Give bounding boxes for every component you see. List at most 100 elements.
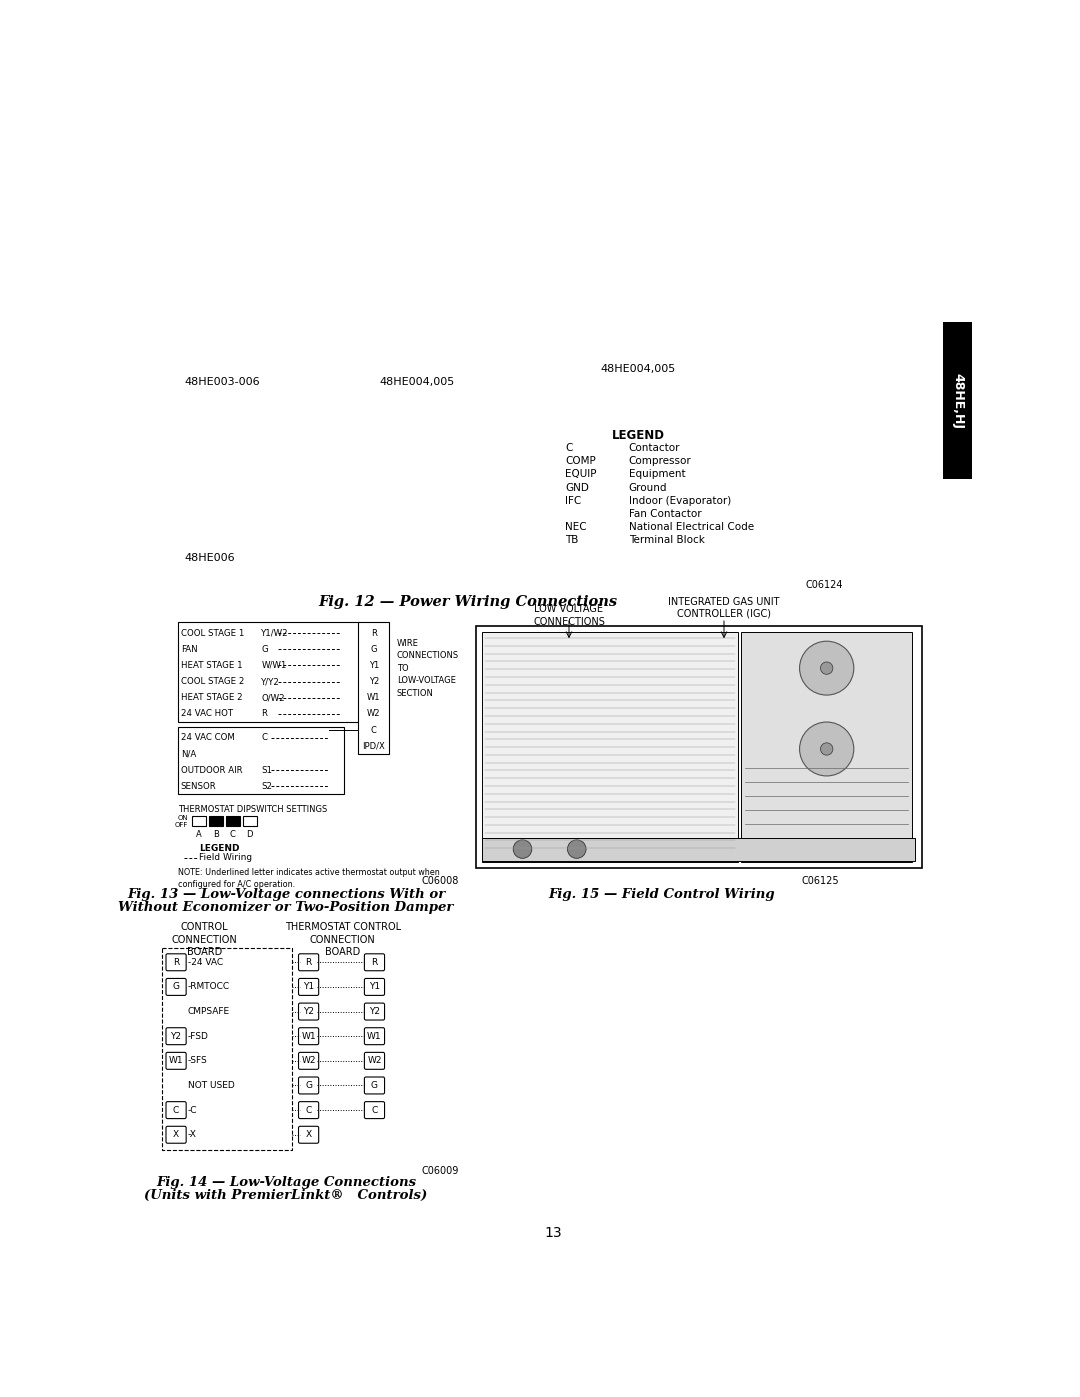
Text: C: C	[306, 1105, 312, 1115]
Text: Y/Y2: Y/Y2	[261, 678, 280, 686]
Text: COOL STAGE 2: COOL STAGE 2	[180, 678, 244, 686]
Text: Equipment: Equipment	[629, 469, 686, 479]
Text: G: G	[261, 645, 268, 654]
Circle shape	[821, 662, 833, 675]
FancyBboxPatch shape	[298, 1102, 319, 1119]
Text: D: D	[246, 830, 253, 838]
Text: 24 VAC HOT: 24 VAC HOT	[180, 710, 233, 718]
Text: Contactor: Contactor	[629, 443, 680, 453]
Text: R: R	[370, 629, 377, 637]
Text: Y2: Y2	[171, 1032, 181, 1041]
Text: C: C	[261, 733, 268, 742]
FancyBboxPatch shape	[364, 1077, 384, 1094]
FancyBboxPatch shape	[166, 954, 186, 971]
Text: LEGEND: LEGEND	[611, 429, 664, 443]
Text: EQUIP: EQUIP	[565, 469, 596, 479]
Text: -FSD: -FSD	[188, 1032, 208, 1041]
Text: W2: W2	[367, 710, 380, 718]
Text: INTEGRATED GAS UNIT
CONTROLLER (IGC): INTEGRATED GAS UNIT CONTROLLER (IGC)	[669, 597, 780, 619]
Text: R: R	[372, 958, 378, 967]
Text: FAN: FAN	[180, 645, 198, 654]
Text: 48HE003-006: 48HE003-006	[185, 377, 260, 387]
Bar	[359, 622, 389, 754]
Bar	[476, 626, 921, 869]
Bar	[226, 816, 240, 826]
Text: A: A	[195, 830, 202, 838]
FancyBboxPatch shape	[166, 1102, 186, 1119]
Circle shape	[821, 743, 833, 756]
Bar	[943, 321, 972, 479]
Circle shape	[799, 641, 854, 696]
Bar	[191, 816, 205, 826]
Text: G: G	[306, 1081, 312, 1090]
FancyBboxPatch shape	[298, 978, 319, 996]
Text: IFC: IFC	[565, 496, 581, 506]
Text: C: C	[565, 443, 572, 453]
Text: C06125: C06125	[801, 876, 839, 886]
Text: ON
OFF: ON OFF	[175, 814, 189, 828]
Text: Ground: Ground	[629, 482, 667, 493]
Circle shape	[513, 840, 531, 858]
Bar	[177, 622, 360, 722]
Bar	[177, 726, 345, 795]
Text: NOTE: Underlined letter indicates active thermostat output when
configured for A: NOTE: Underlined letter indicates active…	[177, 869, 440, 888]
Text: CMPSAFE: CMPSAFE	[188, 1007, 230, 1016]
Text: 13: 13	[544, 1227, 563, 1241]
Text: -SFS: -SFS	[188, 1056, 207, 1066]
Text: X: X	[173, 1130, 179, 1140]
Text: IPD/X: IPD/X	[362, 742, 386, 750]
Text: 48HE006: 48HE006	[185, 553, 235, 563]
Bar	[482, 838, 916, 861]
Text: Indoor (Evaporator): Indoor (Evaporator)	[629, 496, 731, 506]
Text: C06008: C06008	[422, 876, 459, 886]
Text: OUTDOOR AIR: OUTDOOR AIR	[180, 766, 242, 775]
Text: O/W2: O/W2	[261, 693, 285, 703]
Text: W1: W1	[367, 1032, 382, 1041]
Text: W1: W1	[301, 1032, 316, 1041]
Text: National Electrical Code: National Electrical Code	[629, 522, 754, 532]
FancyBboxPatch shape	[166, 1028, 186, 1045]
Text: COOL STAGE 1: COOL STAGE 1	[180, 629, 244, 637]
Text: (Units with PremierLinkt®   Controls): (Units with PremierLinkt® Controls)	[145, 1189, 428, 1201]
FancyBboxPatch shape	[364, 1102, 384, 1119]
Text: W/W1: W/W1	[261, 661, 286, 671]
Text: Y1: Y1	[303, 982, 314, 992]
Text: NOT USED: NOT USED	[188, 1081, 234, 1090]
Text: THERMOSTAT CONTROL
CONNECTION
BOARD: THERMOSTAT CONTROL CONNECTION BOARD	[285, 922, 401, 957]
Text: W2: W2	[301, 1056, 315, 1066]
FancyBboxPatch shape	[364, 1003, 384, 1020]
Text: GND: GND	[565, 482, 589, 493]
Text: R: R	[173, 958, 179, 967]
Text: C: C	[173, 1105, 179, 1115]
Text: W2: W2	[367, 1056, 381, 1066]
Text: Fig. 15 — Field Control Wiring: Fig. 15 — Field Control Wiring	[549, 888, 775, 901]
Text: W1: W1	[168, 1056, 184, 1066]
Text: G: G	[370, 645, 377, 654]
Text: TB: TB	[565, 535, 579, 545]
FancyBboxPatch shape	[364, 954, 384, 971]
Text: LOW VOLTAGE
CONNECTIONS: LOW VOLTAGE CONNECTIONS	[534, 605, 605, 627]
Text: Y1: Y1	[368, 661, 379, 671]
Text: NEC: NEC	[565, 522, 586, 532]
Text: B: B	[213, 830, 218, 838]
Text: Fig. 12 — Power Wiring Connections: Fig. 12 — Power Wiring Connections	[319, 595, 618, 609]
Text: Fig. 13 — Low-Voltage connections With or: Fig. 13 — Low-Voltage connections With o…	[127, 888, 445, 901]
Text: C: C	[370, 725, 377, 735]
Text: Without Economizer or Two-Position Damper: Without Economizer or Two-Position Dampe…	[119, 901, 454, 915]
Text: THERMOSTAT DIPSWITCH SETTINGS: THERMOSTAT DIPSWITCH SETTINGS	[177, 805, 327, 814]
Text: -RMTOCC: -RMTOCC	[188, 982, 230, 992]
FancyBboxPatch shape	[364, 1052, 384, 1069]
Text: C06124: C06124	[806, 580, 842, 590]
Text: Y2: Y2	[369, 1007, 380, 1016]
Text: HEAT STAGE 1: HEAT STAGE 1	[180, 661, 242, 671]
Text: C: C	[372, 1105, 378, 1115]
Bar	[243, 816, 257, 826]
Text: G: G	[370, 1081, 378, 1090]
Text: Y2: Y2	[303, 1007, 314, 1016]
Circle shape	[799, 722, 854, 775]
Text: R: R	[261, 710, 268, 718]
Text: 48HE,HJ: 48HE,HJ	[951, 373, 964, 429]
FancyBboxPatch shape	[298, 954, 319, 971]
Bar	[741, 631, 913, 862]
Text: G: G	[173, 982, 179, 992]
